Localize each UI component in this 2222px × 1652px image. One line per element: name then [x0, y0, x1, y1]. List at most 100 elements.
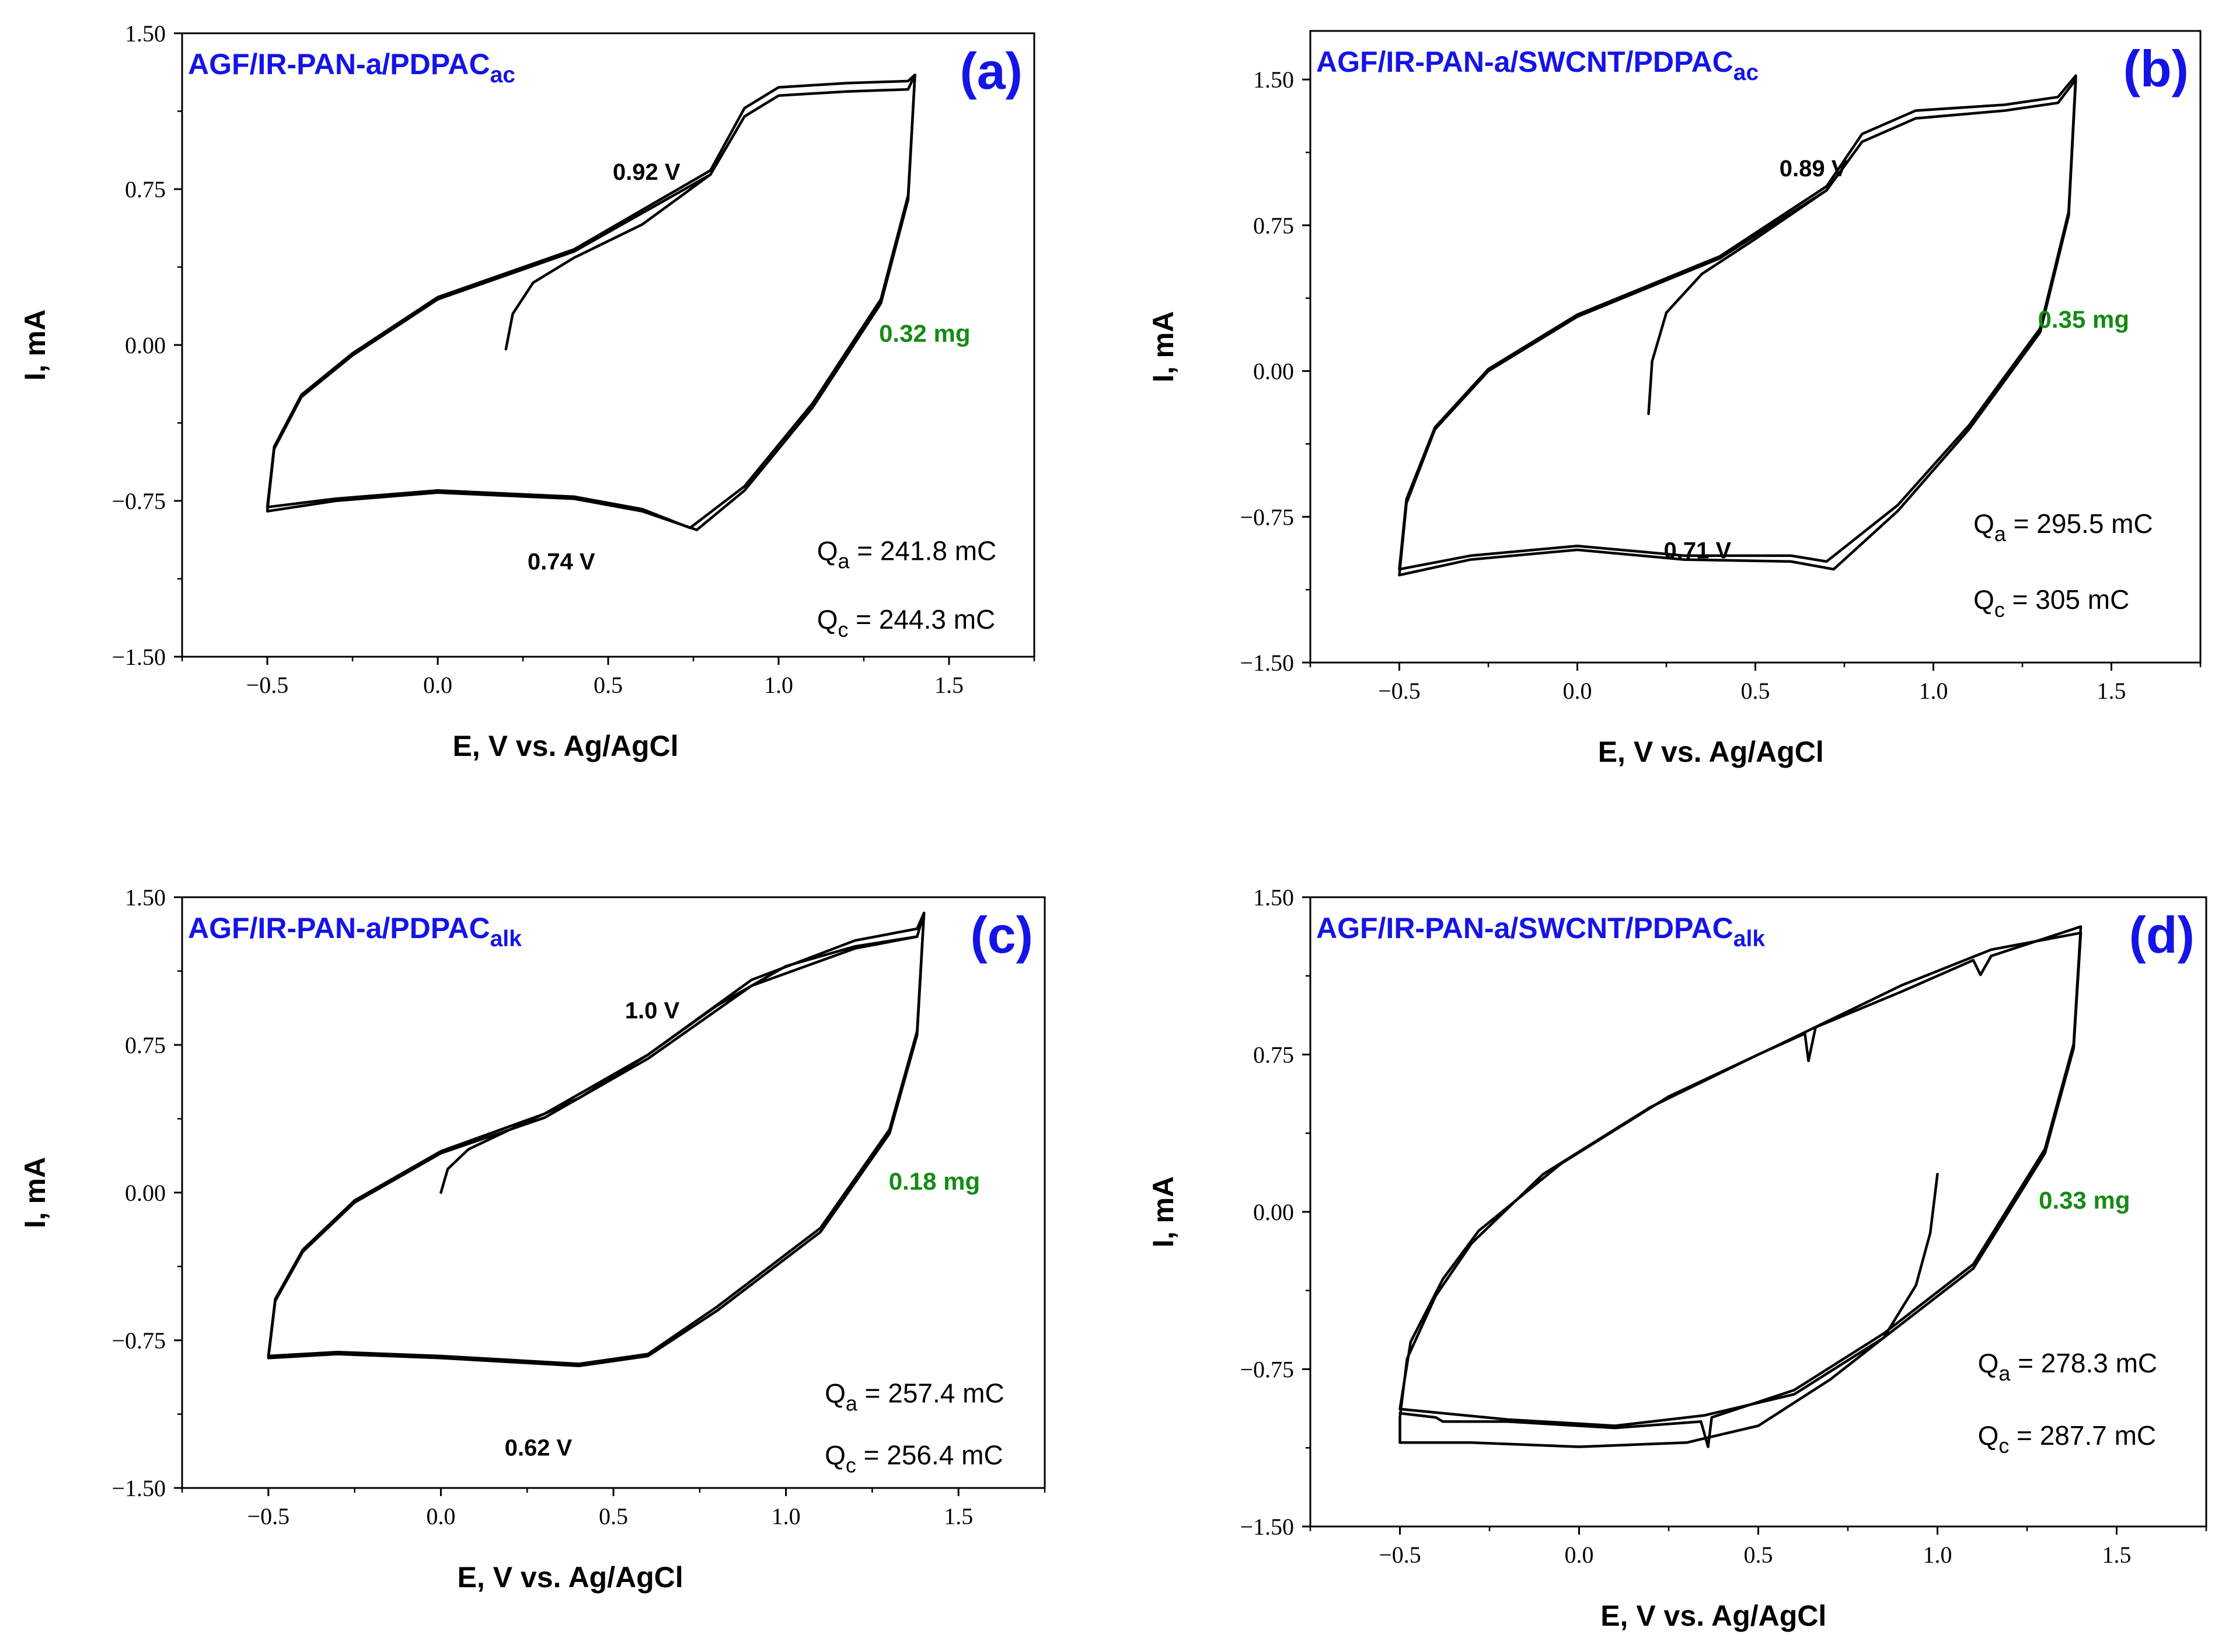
electrode-mass-label: 0.18 mg: [889, 1167, 980, 1195]
cathodic-charge-label-subscript: c: [846, 1454, 856, 1477]
x-tick-label: 1.0: [772, 1503, 801, 1529]
anodic-peak-label: 1.0 V: [625, 998, 680, 1023]
x-axis-title: E, V vs. Ag/AgCl: [452, 730, 678, 762]
panel-title-main: AGF/IR-PAN-a/PDPAC: [188, 48, 490, 81]
cv-curve-initial-sweep: [504, 173, 712, 351]
x-tick-label: 0.5: [1744, 1542, 1773, 1568]
x-axis-title: E, V vs. Ag/AgCl: [458, 1561, 683, 1594]
y-tick-label: 1.50: [1253, 67, 1294, 93]
x-tick-label: 0.0: [1563, 678, 1592, 704]
x-tick-label: 0.5: [599, 1503, 628, 1529]
x-tick-label: 1.0: [764, 672, 793, 698]
x-tick-label: 0.0: [1565, 1542, 1594, 1568]
cathodic-charge-label-main: Q: [1978, 1420, 1999, 1451]
cv-curve-cycle-1: [267, 911, 926, 1368]
cv-panel-a: −0.5 0.0 0.5 1.0 1.5 1.50 0.75 0.00 −0.75 −1.50 E,…: [19, 20, 1035, 762]
anodic-charge-label-value: = 257.4 mC: [857, 1378, 1004, 1408]
cv-curve-initial-sweep: [1398, 1173, 1939, 1448]
panel-title: AGF/IR-PAN-a/PDPACalk: [188, 912, 522, 952]
y-tick-label: 0.75: [125, 176, 166, 203]
cathodic-peak-label: 0.62 V: [505, 1435, 573, 1461]
cv-curve-cycle-2: [267, 911, 926, 1365]
anodic-peak-label: 0.89 V: [1780, 156, 1847, 182]
panel-tag: (a): [960, 42, 1023, 100]
anodic-charge-label-value: = 278.3 mC: [2010, 1348, 2157, 1378]
x-axis-title: E, V vs. Ag/AgCl: [1598, 736, 1824, 768]
panel-title: AGF/IR-PAN-a/PDPACac: [188, 48, 515, 88]
x-tick-label: 1.5: [944, 1503, 973, 1529]
cathodic-peak-label: 0.71 V: [1664, 538, 1732, 563]
panel-tag: (d): [2129, 906, 2195, 964]
x-tick-label: −0.5: [1379, 1542, 1421, 1568]
panel-tag: (c): [970, 906, 1033, 964]
panel-title-main: AGF/IR-PAN-a/PDPAC: [188, 912, 490, 945]
cv-curve-cycle-2: [266, 73, 916, 529]
y-tick-label: −0.75: [1240, 504, 1294, 530]
y-axis-title: I, mA: [19, 309, 51, 381]
x-tick-label: 0.0: [426, 1503, 455, 1529]
cathodic-charge-label-subscript: c: [1994, 598, 2005, 622]
x-tick-label: 0.0: [423, 672, 452, 698]
electrode-mass-label: 0.35 mg: [2038, 306, 2129, 333]
y-tick-label: 0.75: [1253, 1042, 1294, 1068]
cathodic-charge-label-main: Q: [1973, 584, 1994, 615]
y-tick-label: 1.50: [1253, 884, 1294, 911]
x-tick-label: 1.5: [2102, 1542, 2132, 1568]
panel-title-main: AGF/IR-PAN-a/SWCNT/PDPAC: [1316, 912, 1733, 945]
cv-curve-initial-sweep: [1647, 189, 1828, 416]
anodic-charge-label-subscript: a: [846, 1392, 857, 1415]
y-tick-label: −0.75: [111, 1327, 166, 1354]
anodic-charge-label: Qa = 295.5 mC: [1973, 508, 2153, 546]
y-axis-title: I, mA: [1147, 1176, 1180, 1247]
anodic-charge-label-value: = 241.8 mC: [849, 535, 996, 566]
anodic-charge-label: Qa = 241.8 mC: [817, 535, 997, 573]
panel-title-subscript: alk: [490, 926, 522, 952]
x-tick-label: −0.5: [247, 1503, 290, 1529]
panel-title-subscript: ac: [490, 62, 515, 88]
cathodic-charge-label: Qc = 244.3 mC: [817, 604, 996, 642]
panel-title: AGF/IR-PAN-a/SWCNT/PDPACac: [1316, 46, 1759, 85]
y-axis-title: I, mA: [1147, 311, 1180, 382]
cv-curve-cycle-2: [1398, 74, 2077, 571]
anodic-charge-label-main: Q: [825, 1378, 846, 1408]
y-tick-label: 1.50: [125, 884, 166, 911]
cathodic-peak-label: 0.74 V: [528, 549, 595, 574]
x-tick-label: 0.5: [594, 672, 623, 698]
cv-curve-cycle-2: [1398, 931, 2083, 1427]
cathodic-charge-label-main: Q: [817, 604, 838, 635]
electrode-mass-label: 0.33 mg: [2039, 1187, 2130, 1214]
y-tick-label: −0.75: [111, 488, 166, 514]
x-tick-label: 0.5: [1741, 678, 1770, 704]
y-tick-label: −1.50: [1240, 650, 1294, 676]
y-tick-label: 0.00: [125, 332, 166, 358]
electrode-mass-label: 0.32 mg: [879, 320, 970, 347]
anodic-charge-label-subscript: a: [1998, 1362, 2010, 1385]
x-tick-label: 1.0: [1919, 678, 1948, 704]
y-tick-label: 1.50: [125, 20, 166, 47]
cv-panel-b: −0.5 0.0 0.5 1.0 1.5 1.50 0.75 0.00 −0.75 −1.50 E,…: [1147, 30, 2202, 768]
y-tick-label: 0.00: [125, 1180, 166, 1206]
cathodic-charge-label-value: = 244.3 mC: [848, 604, 995, 635]
anodic-charge-label-main: Q: [817, 535, 838, 566]
y-tick-label: −1.50: [111, 644, 166, 670]
y-tick-label: 0.75: [1253, 212, 1294, 239]
y-tick-label: −1.50: [111, 1475, 166, 1501]
cv-curve-initial-sweep: [439, 935, 919, 1194]
anodic-charge-label-value: = 295.5 mC: [2006, 508, 2153, 539]
anodic-charge-label-main: Q: [1978, 1348, 1999, 1378]
anodic-charge-label: Qa = 278.3 mC: [1978, 1348, 2158, 1385]
y-tick-label: 0.00: [1253, 358, 1294, 385]
anodic-charge-label: Qa = 257.4 mC: [825, 1378, 1004, 1415]
y-tick-label: 0.75: [125, 1032, 166, 1058]
anodic-charge-label-main: Q: [1973, 508, 1994, 539]
cv-panel-c: −0.5 0.0 0.5 1.0 1.5 1.50 0.75 0.00 −0.75 −1.50 E,…: [19, 884, 1046, 1594]
cathodic-charge-label-value: = 256.4 mC: [856, 1440, 1003, 1470]
panel-title-main: AGF/IR-PAN-a/SWCNT/PDPAC: [1316, 46, 1733, 78]
y-tick-label: −0.75: [1240, 1357, 1294, 1383]
x-tick-label: 1.5: [2097, 678, 2126, 704]
anodic-charge-label-subscript: a: [1994, 522, 2006, 546]
cathodic-charge-label: Qc = 305 mC: [1973, 584, 2129, 622]
panel-title-subscript: alk: [1733, 926, 1766, 952]
